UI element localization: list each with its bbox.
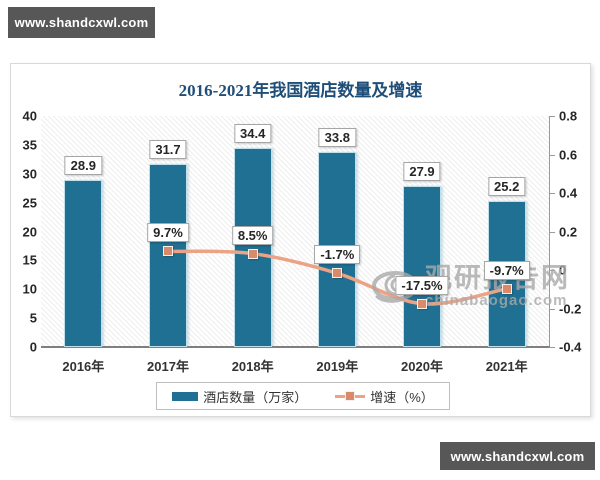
growth-line-marker — [163, 246, 173, 257]
left-axis-tick-label: 0 — [29, 339, 37, 355]
bottom-site-banner: www.shandcxwl.com — [440, 442, 595, 470]
x-axis-category-label: 2016年 — [62, 359, 105, 374]
right-axis-tick-mark — [549, 231, 555, 233]
left-axis-tick-label: 20 — [22, 224, 37, 239]
bottom-site-url: www.shandcxwl.com — [450, 448, 585, 464]
bar-series-swatch — [172, 391, 199, 401]
right-axis-tick-mark — [549, 193, 555, 194]
chart-title: 2016-2021年我国酒店数量及增速 — [178, 81, 423, 100]
legend-label-growth: 增速（%） — [370, 389, 434, 405]
bar-value-label: 28.9 — [64, 156, 102, 176]
growth-line-marker — [501, 283, 512, 294]
right-axis-tick-label: 0.4 — [559, 185, 578, 201]
legend: 酒店数量（万家） 增速（%） — [156, 382, 450, 410]
bar-value-label: 33.8 — [318, 127, 356, 147]
left-axis-tick-label: 5 — [29, 310, 37, 326]
right-axis-tick-label: 0.8 — [559, 108, 578, 124]
right-axis-tick-label: 0.2 — [559, 224, 578, 239]
growth-value-label: 9.7% — [147, 223, 189, 243]
top-site-banner: www.shandcxwl.com — [8, 7, 155, 38]
left-axis-tick-label: 10 — [22, 281, 37, 297]
growth-line-marker — [417, 298, 427, 309]
left-axis-tick-label: 40 — [22, 108, 37, 124]
growth-line-marker — [332, 268, 343, 279]
growth-line-marker — [247, 248, 258, 259]
bar-value-label: 27.9 — [403, 161, 441, 181]
top-site-url: www.shandcxwl.com — [14, 15, 149, 30]
growth-value-label: -1.7% — [314, 245, 361, 265]
x-axis-line — [41, 346, 550, 348]
hotel-count-bar — [64, 180, 103, 347]
legend-label-hotels: 酒店数量（万家） — [203, 389, 308, 405]
plot-area — [41, 116, 549, 347]
left-axis-tick-label: 15 — [22, 252, 37, 268]
bar-value-label: 31.7 — [149, 139, 187, 159]
chart-container: 2016-2021年我国酒店数量及增速 40 35 30 25 20 15 10 5 0 0.8 0… — [10, 63, 591, 417]
bar-value-label: 34.4 — [234, 124, 272, 144]
left-axis-tick-label: 30 — [22, 166, 37, 182]
legend-item-growth: 增速（%） — [335, 387, 434, 406]
bar-value-label: 25.2 — [488, 177, 526, 197]
line-swatch-marker — [345, 391, 356, 401]
right-axis-tick-label: -0.2 — [559, 301, 582, 316]
x-axis-category-label: 2017年 — [147, 359, 189, 374]
x-axis-category-label: 2018年 — [231, 359, 274, 374]
hotel-count-bar — [233, 148, 272, 347]
growth-value-label: 8.5% — [231, 225, 274, 245]
line-series-swatch — [335, 391, 366, 401]
right-axis-tick-mark — [549, 116, 555, 117]
right-axis-tick-mark — [549, 270, 555, 271]
x-axis-category-label: 2020年 — [401, 359, 443, 374]
right-axis-tick-mark — [549, 154, 555, 156]
growth-value-label: -17.5% — [395, 275, 449, 295]
hotel-count-bar — [403, 185, 441, 347]
left-axis-tick-label: 35 — [22, 137, 37, 153]
left-axis-tick-label: 25 — [22, 195, 37, 211]
right-axis-tick-label: -0.4 — [559, 339, 582, 355]
right-axis-tick-mark — [549, 308, 555, 310]
right-axis-tick-mark — [549, 347, 555, 348]
right-axis-tick-label: 0 — [559, 262, 567, 278]
right-axis-tick-label: 0.6 — [559, 147, 578, 162]
growth-value-label: -9.7% — [483, 260, 530, 280]
x-axis-category-label: 2021年 — [485, 359, 528, 374]
x-axis-category-label: 2019年 — [316, 359, 359, 374]
legend-item-hotels: 酒店数量（万家） — [172, 387, 307, 406]
